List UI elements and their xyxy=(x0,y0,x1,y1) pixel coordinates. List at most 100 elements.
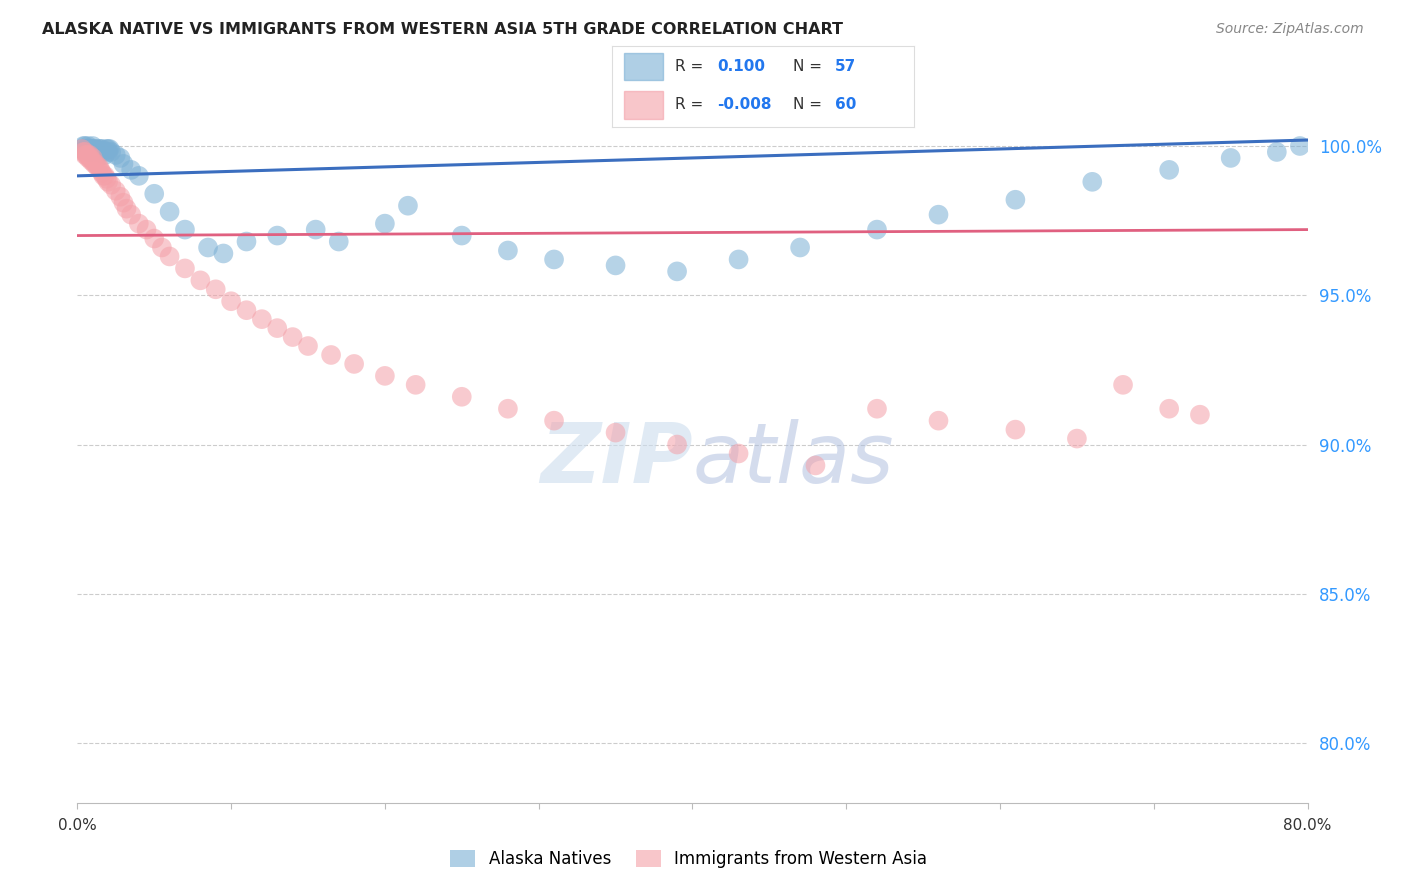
Point xyxy=(188,273,212,287)
Point xyxy=(76,148,98,162)
Point xyxy=(204,282,226,296)
Text: 0.0%: 0.0% xyxy=(58,818,97,833)
Point xyxy=(1004,193,1026,207)
Point xyxy=(174,261,197,276)
Point xyxy=(77,139,100,153)
Point xyxy=(96,171,118,186)
Point xyxy=(82,153,104,168)
Text: N =: N = xyxy=(793,59,827,74)
Point xyxy=(72,145,94,159)
Point xyxy=(1159,162,1181,177)
Point xyxy=(73,148,96,162)
Point xyxy=(159,250,181,264)
Point xyxy=(94,169,117,183)
Point xyxy=(396,199,419,213)
Point xyxy=(120,162,142,177)
Point xyxy=(89,145,111,159)
Point xyxy=(1004,423,1026,437)
Point xyxy=(281,330,304,344)
Point xyxy=(93,169,115,183)
Text: 80.0%: 80.0% xyxy=(1284,818,1331,833)
Point xyxy=(343,357,366,371)
Point xyxy=(450,390,472,404)
Point xyxy=(93,145,115,159)
Point xyxy=(83,142,105,156)
Point xyxy=(79,148,101,162)
Point xyxy=(804,458,827,473)
Point xyxy=(120,208,142,222)
Point xyxy=(73,139,96,153)
Point xyxy=(77,151,100,165)
Point xyxy=(90,166,114,180)
Point xyxy=(79,142,101,156)
Point xyxy=(143,186,166,201)
Point xyxy=(89,142,111,156)
Point xyxy=(89,162,111,177)
Point xyxy=(76,142,98,156)
Point xyxy=(727,446,749,460)
Point xyxy=(82,151,104,165)
Point xyxy=(1112,377,1135,392)
Point xyxy=(212,246,235,260)
Point xyxy=(86,160,108,174)
Point xyxy=(450,228,472,243)
Point xyxy=(77,142,100,156)
Text: -0.008: -0.008 xyxy=(717,97,772,112)
Point xyxy=(319,348,342,362)
Point xyxy=(80,153,103,168)
Point xyxy=(82,139,104,153)
Point xyxy=(928,414,950,428)
Point xyxy=(266,321,288,335)
Point xyxy=(605,425,627,440)
Point xyxy=(94,148,117,162)
Point xyxy=(104,184,127,198)
Legend: Alaska Natives, Immigrants from Western Asia: Alaska Natives, Immigrants from Western … xyxy=(444,843,934,875)
Text: R =: R = xyxy=(675,59,709,74)
Point xyxy=(100,178,122,192)
Point xyxy=(73,145,96,159)
Point xyxy=(1289,139,1312,153)
Text: R =: R = xyxy=(675,97,709,112)
Point xyxy=(96,142,118,156)
Text: atlas: atlas xyxy=(693,418,894,500)
Point xyxy=(73,142,96,156)
Text: N =: N = xyxy=(793,97,827,112)
Point xyxy=(305,222,328,236)
Point xyxy=(1219,151,1241,165)
Point xyxy=(496,401,519,416)
Point xyxy=(79,145,101,159)
Point xyxy=(405,377,427,392)
Point xyxy=(100,145,122,159)
Text: Source: ZipAtlas.com: Source: ZipAtlas.com xyxy=(1216,22,1364,37)
Point xyxy=(110,151,132,165)
Point xyxy=(80,142,103,156)
Point xyxy=(98,142,121,156)
Point xyxy=(235,303,257,318)
Point xyxy=(150,240,173,254)
Point xyxy=(128,217,150,231)
Point xyxy=(197,240,219,254)
Point xyxy=(1188,408,1211,422)
Point xyxy=(128,169,150,183)
Point xyxy=(83,157,105,171)
Point xyxy=(86,145,108,159)
Point xyxy=(1265,145,1288,159)
Point xyxy=(666,264,689,278)
Point xyxy=(374,217,396,231)
Point xyxy=(77,148,100,162)
Point xyxy=(112,195,135,210)
Point xyxy=(250,312,273,326)
Point xyxy=(1159,401,1181,416)
Point xyxy=(82,142,104,156)
Point xyxy=(605,259,627,273)
Point xyxy=(727,252,749,267)
Point xyxy=(97,142,120,156)
Text: ALASKA NATIVE VS IMMIGRANTS FROM WESTERN ASIA 5TH GRADE CORRELATION CHART: ALASKA NATIVE VS IMMIGRANTS FROM WESTERN… xyxy=(42,22,844,37)
Point xyxy=(219,294,242,309)
Point xyxy=(866,222,889,236)
Point xyxy=(97,175,120,189)
Point xyxy=(87,160,110,174)
FancyBboxPatch shape xyxy=(624,53,664,80)
Point xyxy=(87,142,110,156)
Point xyxy=(328,235,350,249)
